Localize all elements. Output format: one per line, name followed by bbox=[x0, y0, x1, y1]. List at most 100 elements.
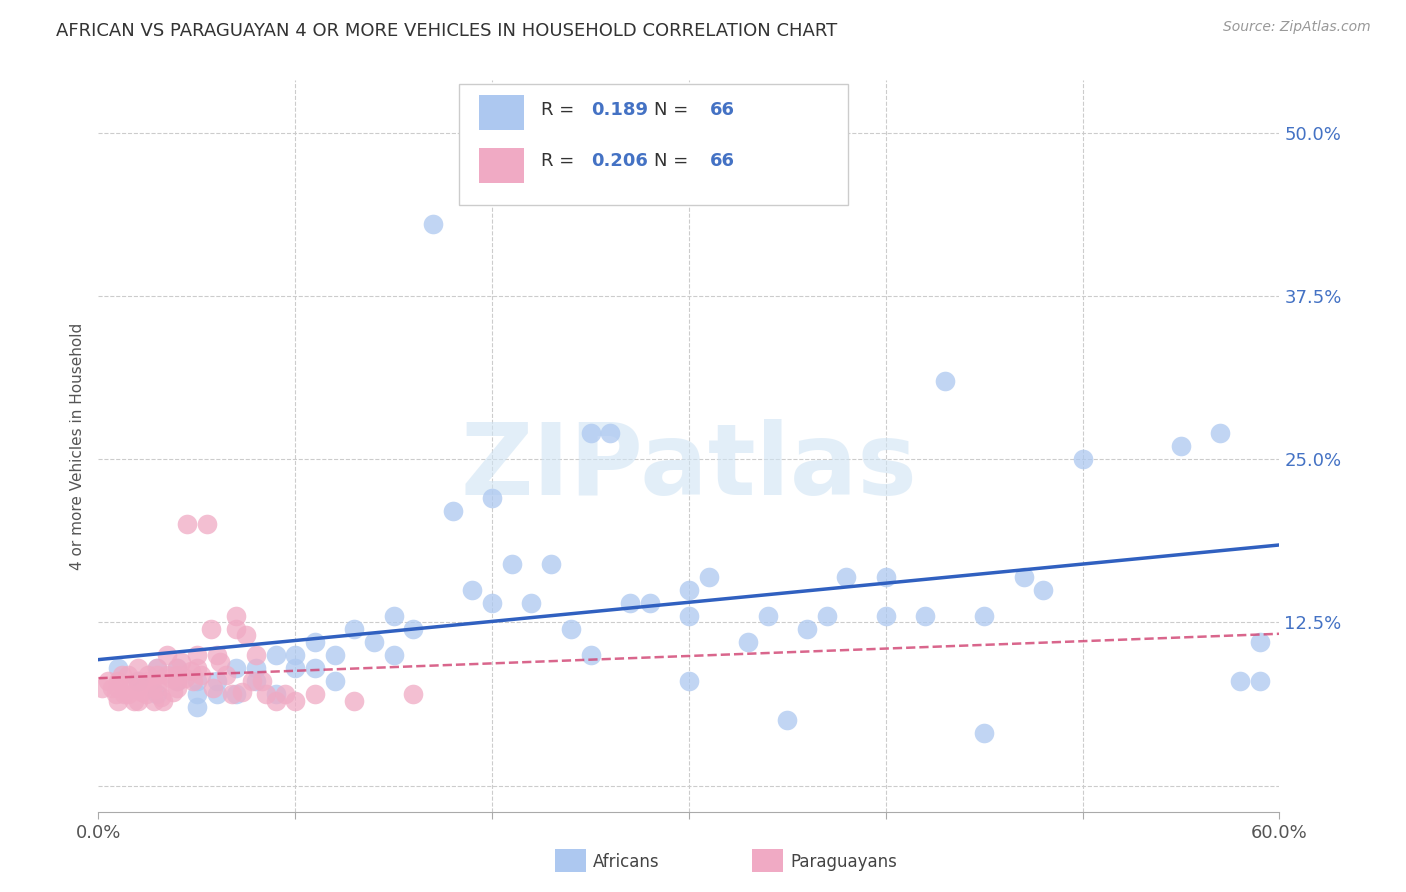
Point bbox=[1170, 439, 1192, 453]
Point bbox=[579, 425, 602, 440]
Point bbox=[91, 681, 114, 695]
Point bbox=[117, 667, 139, 681]
Point bbox=[166, 661, 188, 675]
Point bbox=[166, 667, 188, 681]
Point bbox=[264, 687, 287, 701]
Point bbox=[235, 628, 257, 642]
Point bbox=[150, 690, 173, 704]
Point bbox=[209, 655, 232, 669]
Text: 0.206: 0.206 bbox=[591, 152, 648, 169]
Point bbox=[146, 681, 169, 695]
Point bbox=[343, 694, 366, 708]
Point bbox=[240, 674, 263, 689]
Point bbox=[166, 674, 188, 689]
Point bbox=[142, 694, 165, 708]
Point bbox=[107, 674, 129, 689]
Point bbox=[136, 667, 159, 681]
Point bbox=[638, 596, 661, 610]
Point bbox=[141, 681, 163, 695]
Point bbox=[174, 672, 197, 686]
Point bbox=[250, 674, 273, 689]
Point bbox=[382, 608, 405, 623]
Text: 66: 66 bbox=[710, 152, 735, 169]
Point bbox=[200, 622, 222, 636]
Point bbox=[127, 694, 149, 708]
Point bbox=[254, 687, 277, 701]
Point bbox=[323, 674, 346, 689]
Point bbox=[127, 661, 149, 675]
Point bbox=[520, 596, 543, 610]
Point bbox=[225, 661, 247, 675]
Point bbox=[284, 648, 307, 662]
Point bbox=[815, 608, 838, 623]
Point bbox=[481, 596, 503, 610]
Point bbox=[245, 674, 267, 689]
Text: N =: N = bbox=[654, 101, 693, 119]
Point bbox=[264, 648, 287, 662]
Point bbox=[176, 517, 198, 532]
Point bbox=[343, 622, 366, 636]
Point bbox=[101, 681, 124, 695]
FancyBboxPatch shape bbox=[478, 147, 523, 183]
Point bbox=[190, 667, 212, 681]
Point bbox=[111, 667, 134, 681]
Text: Paraguayans: Paraguayans bbox=[790, 853, 897, 871]
Point bbox=[146, 661, 169, 675]
Point bbox=[264, 694, 287, 708]
Text: Africans: Africans bbox=[593, 853, 659, 871]
Point bbox=[136, 674, 159, 689]
Text: 0.189: 0.189 bbox=[591, 101, 648, 119]
Point bbox=[186, 687, 208, 701]
Point bbox=[914, 608, 936, 623]
Point bbox=[162, 684, 184, 698]
Point bbox=[156, 648, 179, 662]
Point bbox=[796, 622, 818, 636]
Point bbox=[402, 687, 425, 701]
Point bbox=[186, 648, 208, 662]
Point bbox=[107, 681, 129, 695]
Point bbox=[1249, 674, 1271, 689]
Point bbox=[1012, 569, 1035, 583]
Point bbox=[225, 687, 247, 701]
Point bbox=[934, 374, 956, 388]
Point bbox=[382, 648, 405, 662]
Point bbox=[835, 569, 858, 583]
Point bbox=[107, 661, 129, 675]
Point bbox=[146, 687, 169, 701]
Point bbox=[461, 582, 484, 597]
Point bbox=[1249, 635, 1271, 649]
Text: ZIPatlas: ZIPatlas bbox=[461, 419, 917, 516]
Point bbox=[619, 596, 641, 610]
Point bbox=[186, 700, 208, 714]
Point bbox=[160, 672, 183, 686]
Point bbox=[1032, 582, 1054, 597]
Point bbox=[127, 681, 149, 695]
Point bbox=[122, 694, 145, 708]
Point bbox=[274, 687, 297, 701]
Point bbox=[135, 687, 157, 701]
Point bbox=[127, 674, 149, 689]
Point bbox=[1229, 674, 1251, 689]
Point bbox=[481, 491, 503, 506]
Point bbox=[875, 569, 897, 583]
Point bbox=[599, 425, 621, 440]
Point bbox=[131, 684, 153, 698]
Text: R =: R = bbox=[541, 152, 581, 169]
Point bbox=[1071, 452, 1094, 467]
Point bbox=[304, 635, 326, 649]
Point bbox=[107, 694, 129, 708]
Point bbox=[579, 648, 602, 662]
Point bbox=[973, 608, 995, 623]
Point bbox=[697, 569, 720, 583]
Point bbox=[231, 684, 253, 698]
Point bbox=[97, 674, 120, 689]
Point bbox=[776, 714, 799, 728]
Point bbox=[501, 557, 523, 571]
Point bbox=[284, 694, 307, 708]
Point bbox=[166, 681, 188, 695]
Text: Source: ZipAtlas.com: Source: ZipAtlas.com bbox=[1223, 20, 1371, 34]
Point bbox=[146, 661, 169, 675]
Point bbox=[422, 217, 444, 231]
Point bbox=[678, 608, 700, 623]
Point bbox=[540, 557, 562, 571]
